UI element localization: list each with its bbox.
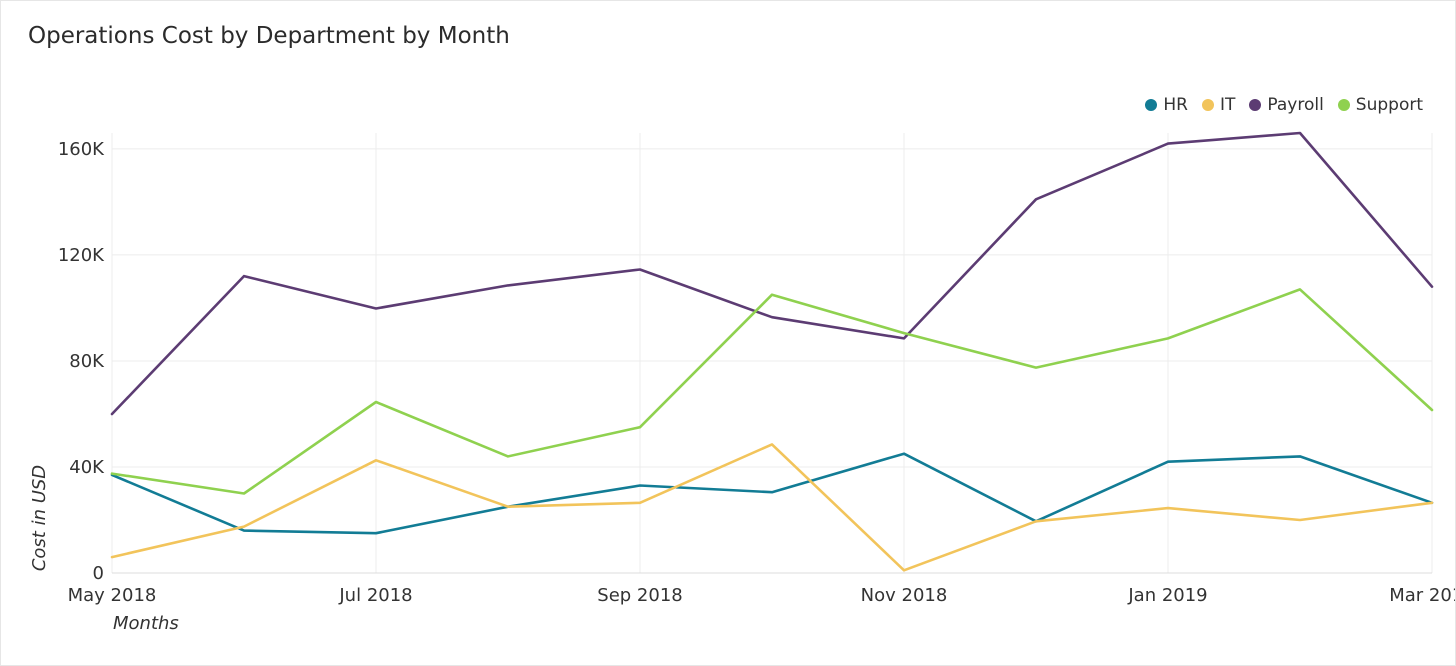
legend-item-hr[interactable]: HR [1145,95,1188,115]
legend-label: IT [1219,95,1236,115]
grid-lines [111,133,1433,574]
y-tick-label: 40K [69,457,105,478]
legend-label: HR [1163,95,1188,115]
legend-label: Support [1355,95,1423,115]
legend-dot-icon [1337,99,1350,111]
series-line-payroll[interactable] [110,131,1434,416]
y-tick-label: 160K [58,139,105,160]
legend-dot-icon [1201,99,1214,111]
x-tick-label: Sep 2018 [597,585,682,606]
legend-item-payroll[interactable]: Payroll [1249,95,1324,115]
series-line-it[interactable] [110,443,1434,572]
y-axis-title: Cost in USD [29,465,50,571]
y-tick-label: 120K [58,245,105,266]
legend-dot-icon [1249,99,1262,111]
legend-item-support[interactable]: Support [1337,95,1423,115]
series-line-hr[interactable] [110,452,1434,535]
y-tick-label: 0 [93,563,104,584]
chart-legend: HR IT Payroll Support [1145,95,1423,115]
series-lines [110,131,1434,572]
series-line-support[interactable] [110,288,1434,495]
x-tick-label: Jan 2019 [1127,585,1207,606]
x-axis-title: Months [113,613,179,634]
legend-dot-icon [1145,99,1158,111]
x-axis-ticks: May 2018 Jul 2018 Sep 2018 Nov 2018 Jan 2019… [68,585,1456,606]
x-tick-label: May 2018 [68,585,157,606]
chart-title: Operations Cost by Department by Month [28,23,510,49]
legend-label: Payroll [1267,95,1324,115]
x-tick-label: Mar 2019 [1389,585,1456,606]
x-tick-label: Nov 2018 [861,585,948,606]
x-tick-label: Jul 2018 [338,585,412,606]
y-axis-ticks: 0 40K 80K 120K 160K [58,139,105,584]
legend-item-it[interactable]: IT [1201,95,1236,115]
y-tick-label: 80K [69,351,105,372]
